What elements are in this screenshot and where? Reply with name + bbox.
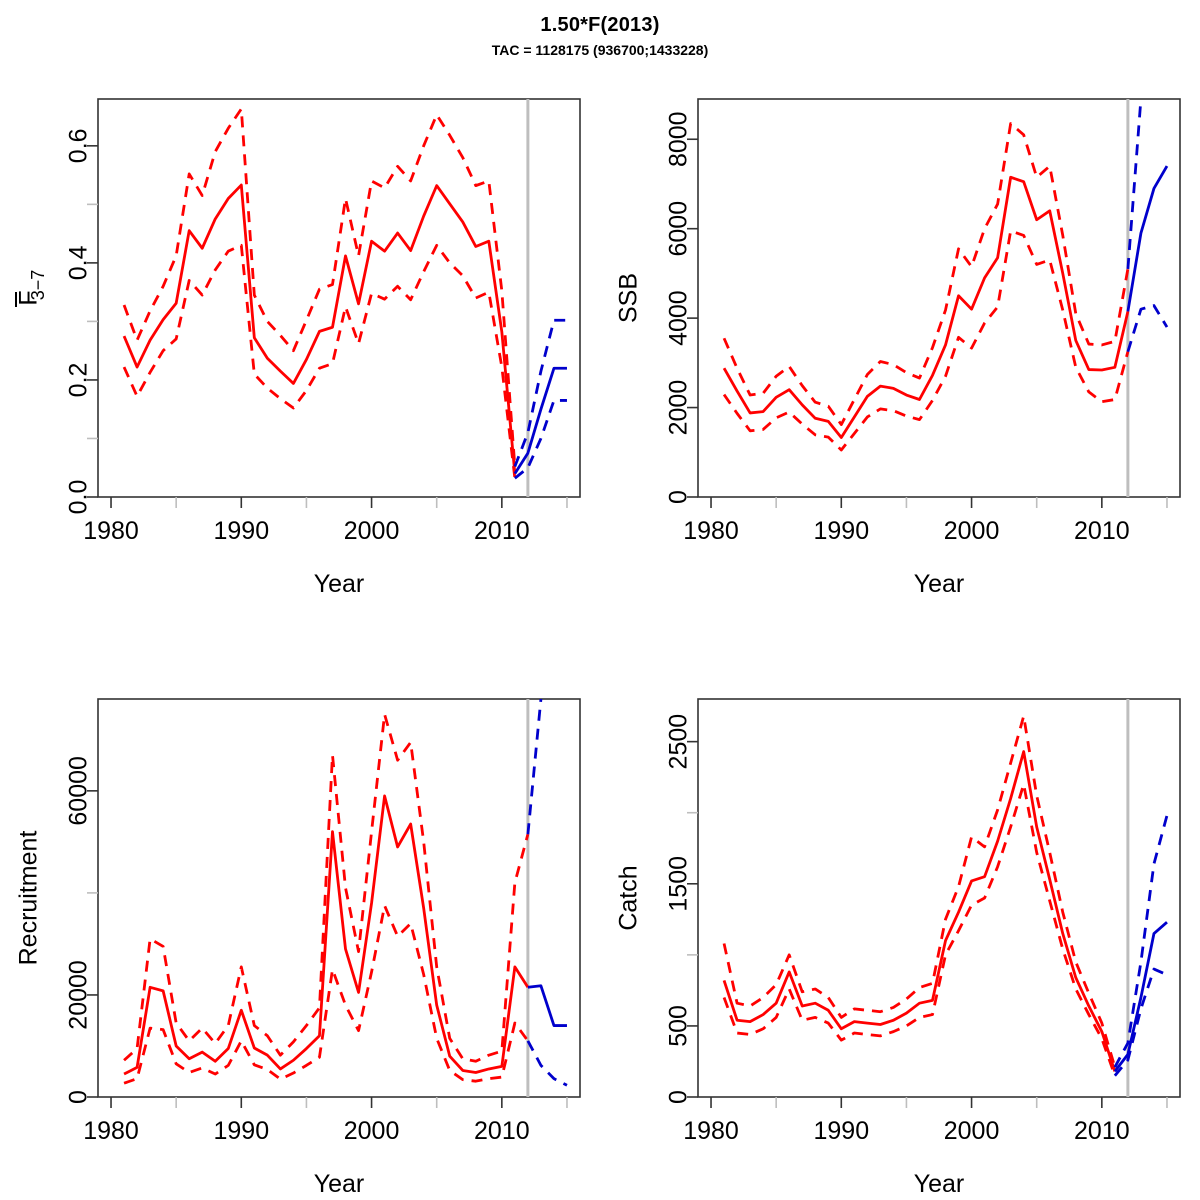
y-tick-label: 20000 [65, 960, 93, 1030]
y-axis-label: Recruitment [15, 831, 43, 966]
x-axis-label: Year [914, 1170, 965, 1198]
series-group [122, 107, 567, 480]
series-forecast_upper [526, 699, 543, 835]
series-forecast_upper [1126, 99, 1143, 270]
x-axis: 1980 1990 2000 2010 [683, 1097, 1168, 1145]
series-historical_lower [123, 904, 530, 1085]
x-tick-label: 2010 [1074, 1117, 1130, 1145]
series-historical_upper [122, 107, 517, 467]
y-tick-label: 0.6 [65, 128, 93, 163]
y-tick-label: 4000 [665, 290, 693, 346]
y-axis-label: Catch [615, 865, 643, 930]
series-forecast_mean [527, 984, 567, 1027]
series-forecast_mean [513, 366, 567, 475]
series-forecast_lower [1126, 304, 1169, 353]
series-forecast_lower [1113, 967, 1168, 1077]
y-tick-label: 60000 [65, 756, 93, 826]
y-axis: 0.0 0.2 0.4 0.6 [65, 128, 98, 514]
plot-frame [697, 698, 1181, 1098]
plot-catch: 0 500 1500 2500 1980 1990 2000 2010 Year Catch [615, 698, 1181, 1198]
y-tick-label: 0 [65, 1090, 93, 1104]
x-tick-label: 2010 [1074, 517, 1130, 545]
x-axis: 1980 1990 2000 2010 [83, 1097, 568, 1145]
y-tick-label: 500 [665, 1005, 693, 1047]
x-tick-label: 1990 [213, 517, 269, 545]
figure-subtitle: TAC = 1128175 (936700;1433228) [491, 42, 709, 58]
y-axis: 0 2000 4000 6000 8000 [665, 111, 698, 504]
y-tick-label: 0 [665, 490, 693, 504]
y-tick-label: 1500 [665, 856, 693, 912]
series-forecast_upper [1113, 815, 1169, 1068]
y-axis: 0 20000 60000 [65, 756, 98, 1104]
x-tick-label: 1980 [683, 1117, 739, 1145]
x-tick-label: 1980 [83, 517, 139, 545]
y-tick-label: 8000 [665, 111, 693, 167]
series-forecast_mean [1113, 921, 1168, 1073]
series-historical_mean [122, 183, 517, 474]
series-group [123, 699, 568, 1087]
x-axis-label: Year [314, 1170, 365, 1198]
y-tick-label: 0.4 [65, 245, 93, 280]
x-tick-label: 2010 [474, 1117, 530, 1145]
series-group [722, 714, 1169, 1077]
series-historical_upper [123, 712, 530, 1063]
series-forecast_upper [513, 318, 567, 468]
x-tick-label: 2000 [344, 1117, 400, 1145]
y-axis-label: SSB [615, 273, 643, 323]
series-forecast_mean [1126, 165, 1169, 312]
x-tick-label: 2010 [474, 517, 530, 545]
x-axis: 1980 1990 2000 2010 [683, 497, 1168, 545]
x-tick-label: 2000 [944, 1117, 1000, 1145]
y-tick-label: 2000 [665, 380, 693, 436]
panel-ssb: 0 2000 4000 6000 8000 1980 1990 2000 2010 Year SSB [600, 80, 1200, 600]
plot-ssb: 0 2000 4000 6000 8000 1980 1990 2000 2010 Year SSB [615, 98, 1181, 598]
plot-frame [697, 98, 1181, 498]
x-axis-label: Year [314, 570, 365, 598]
figure-title-block: 1.50*F(2013) TAC = 1128175 (936700;14332… [0, 0, 1200, 58]
page-title: 1.50*F(2013) [540, 14, 660, 36]
y-tick-label: 0.2 [65, 363, 93, 398]
series-historical_mean [722, 750, 1117, 1072]
series-historical_lower [722, 782, 1117, 1077]
plot-recruitment: 0 20000 60000 1980 1990 2000 2010 Year Recruitme… [15, 698, 581, 1198]
x-tick-label: 1990 [213, 1117, 269, 1145]
y-axis-label-text: F [15, 290, 43, 305]
x-tick-label: 1990 [813, 517, 869, 545]
x-tick-label: 2000 [344, 517, 400, 545]
panel-recruitment: 0 20000 60000 1980 1990 2000 2010 Year Recruitme… [0, 680, 600, 1200]
x-tick-label: 1990 [813, 1117, 869, 1145]
x-axis: 1980 1990 2000 2010 [83, 497, 568, 545]
panel-fbar: 0.0 0.2 0.4 0.6 1980 1990 2000 2010 Year F 3−7 [0, 80, 600, 600]
y-tick-label: 0.0 [65, 480, 93, 515]
series-forecast_lower [526, 1040, 568, 1087]
y-tick-label: 6000 [665, 201, 693, 257]
y-tick-label: 0 [665, 1090, 693, 1104]
y-tick-label: 2500 [665, 714, 693, 770]
series-historical_lower [722, 229, 1130, 452]
x-axis-label: Year [914, 570, 965, 598]
plot-fbar: 0.0 0.2 0.4 0.6 1980 1990 2000 2010 Year F3−7 [15, 98, 581, 598]
x-tick-label: 1980 [83, 1117, 139, 1145]
x-tick-label: 1980 [683, 517, 739, 545]
series-group [722, 99, 1169, 452]
series-historical_mean [123, 794, 530, 1076]
y-axis-label-subscript: 3−7 [28, 270, 48, 301]
y-axis-label: F3−7 [15, 270, 48, 307]
series-historical_mean [722, 175, 1130, 439]
series-historical_upper [722, 122, 1130, 426]
y-axis: 0 500 1500 2500 [665, 714, 698, 1104]
series-forecast_lower [513, 399, 567, 480]
series-historical_lower [122, 243, 517, 479]
plot-frame [97, 698, 581, 1098]
panel-catch: 0 500 1500 2500 1980 1990 2000 2010 Year Catch [600, 680, 1200, 1200]
x-tick-label: 2000 [944, 517, 1000, 545]
series-historical_upper [722, 714, 1117, 1068]
plot-frame [97, 98, 581, 498]
